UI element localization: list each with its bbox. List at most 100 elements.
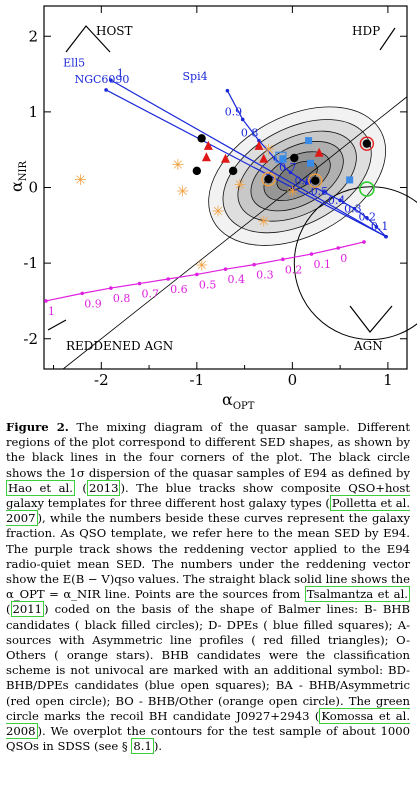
- dpe-square: [279, 155, 287, 163]
- citation-link[interactable]: Tsalmantza et al.: [304, 586, 410, 603]
- host-track-fraction-label: 0.2: [358, 211, 376, 224]
- reddening-value-label: 0.4: [228, 273, 246, 286]
- host-track-fraction-label: 0.6: [294, 174, 312, 187]
- host-track-point: [288, 170, 293, 175]
- other-star: ✳: [212, 203, 225, 221]
- caption-text: ).: [153, 739, 163, 754]
- host-track-point: [225, 88, 230, 93]
- host-track-point: [257, 138, 261, 143]
- y-axis-label: αNIR: [7, 160, 29, 192]
- host-track-point: [240, 117, 245, 122]
- y-tick-label: 2: [28, 27, 38, 45]
- x-tick-label: -2: [94, 371, 109, 389]
- reddening-vector-point: [166, 277, 170, 281]
- host-track-point: [304, 181, 309, 185]
- other-star: ✳: [171, 156, 184, 174]
- reddening-value-label: 0.8: [113, 292, 131, 305]
- other-star: ✳: [262, 141, 275, 159]
- reddening-vector-point: [309, 252, 314, 256]
- reddening-vector-point: [336, 246, 341, 250]
- caption-text: The mixing diagram of the quasar sample.…: [6, 420, 410, 480]
- corner-label-reddened-agn: REDDENED AGN: [66, 339, 173, 353]
- reddening-vector-point: [223, 267, 228, 271]
- reddening-vector-point: [137, 281, 142, 286]
- host-track-fraction-label: 1: [117, 67, 124, 80]
- host-track-fraction-label: 0.9: [225, 105, 243, 118]
- host-track-fraction-label: 0.1: [371, 220, 389, 233]
- host-track-point: [352, 206, 357, 211]
- y-tick-label: -1: [23, 254, 38, 272]
- corner-label-hdp: HDP: [352, 24, 380, 38]
- citation-link[interactable]: 2011: [10, 601, 45, 618]
- other-star: ✳: [195, 256, 208, 274]
- citation-link[interactable]: Komossa et al. 2008: [6, 707, 411, 740]
- dpe-square: [305, 137, 313, 145]
- reddening-value-label: 0.1: [313, 258, 331, 271]
- bhb-candidate-dot: [192, 166, 202, 176]
- reddening-value-label: 0.2: [285, 263, 303, 276]
- citation-link[interactable]: Hao et al.: [6, 479, 75, 496]
- caption-text: ) coded on the basis of the shape of Bal…: [6, 602, 410, 723]
- asymmetric-triangle: [201, 152, 211, 162]
- equality-line: [62, 96, 408, 370]
- asymmetric-triangle: [203, 140, 213, 150]
- section-link[interactable]: 8.1: [131, 738, 154, 755]
- bhb-candidate-dot: [264, 174, 273, 184]
- bhb-candidate-dot: [362, 139, 372, 148]
- bhb-asym-open-circle: [359, 136, 375, 151]
- host-track-name: NGC6090: [75, 73, 130, 86]
- caption-label: Figure 2.: [6, 420, 69, 434]
- bhb-candidate-dot: [228, 166, 238, 176]
- reddening-value-label: 0.9: [84, 297, 102, 310]
- reddening-vector-point: [281, 257, 285, 262]
- caption-text: (: [74, 480, 87, 495]
- bhb-candidate-dot: [311, 176, 320, 185]
- host-track-name: Spi4: [183, 70, 208, 83]
- reddening-value-label: 0: [340, 252, 347, 265]
- asymmetric-triangle: [254, 140, 264, 150]
- host-track-fraction-label: 0.4: [328, 194, 346, 207]
- host-track-point: [374, 225, 379, 229]
- host-track-line: [110, 79, 387, 238]
- host-track-point: [384, 234, 388, 239]
- host-track-line: [105, 89, 387, 238]
- other-star: ✳: [176, 182, 189, 200]
- figure-caption: Figure 2. The mixing diagram of the quas…: [6, 420, 411, 755]
- asymmetric-triangle: [259, 153, 269, 163]
- asymmetric-triangle: [221, 153, 230, 163]
- bhb-candidate-dot: [197, 134, 206, 143]
- citation-link[interactable]: 2013: [86, 479, 121, 496]
- agn-corner-line: [349, 305, 393, 333]
- host-track-fraction-label: 0.7: [279, 161, 297, 174]
- other-star: ✳: [74, 171, 87, 189]
- reddening-vector-point: [362, 240, 366, 244]
- reddening-value-label: 0.7: [142, 288, 160, 301]
- corner-label-agn: AGN: [353, 339, 383, 353]
- citation-link[interactable]: Polletta et al. 2007: [6, 495, 411, 527]
- reddening-vector-point: [109, 286, 113, 290]
- caption-text: ). We overplot the contours for the test…: [6, 724, 410, 754]
- host-track-fraction-label: 0.3: [344, 202, 362, 215]
- recoil-candidate-circle: [359, 181, 375, 197]
- bhb-candidate-dot: [290, 153, 299, 163]
- reddening-vector-point: [44, 299, 48, 303]
- x-axis-label: αOPT: [222, 390, 255, 412]
- host-track-point: [322, 190, 326, 194]
- x-tick-label: 1: [383, 371, 393, 389]
- host-track-point: [109, 78, 113, 82]
- reddening-value-label: 0.5: [199, 278, 217, 291]
- reddening-vector-line: [45, 241, 365, 302]
- hdp-corner-line: [379, 27, 396, 51]
- host-corner-line: [65, 25, 111, 53]
- host-track-name: Ell5: [63, 57, 85, 70]
- x-tick-label: 0: [288, 371, 298, 389]
- reddening-vector-point: [195, 272, 199, 277]
- asymmetric-triangle: [314, 147, 324, 157]
- host-track-point: [104, 88, 108, 92]
- caption-text: ), while the numbers beside these curves…: [6, 511, 410, 602]
- y-tick-label: 1: [28, 103, 38, 121]
- reddening-value-label: 0.6: [170, 283, 188, 296]
- bhb-other-open-circle: [261, 171, 276, 187]
